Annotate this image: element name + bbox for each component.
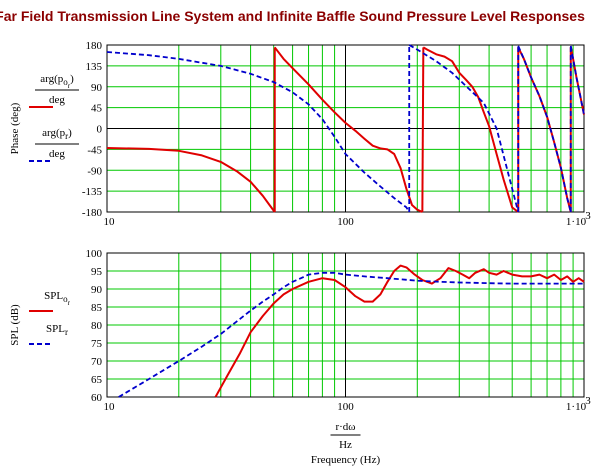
x-tick-label: 100 — [337, 401, 354, 413]
legend-label-numerator: SPLr — [46, 323, 68, 337]
y-tick-label: 65 — [91, 374, 103, 386]
y-tick-label: 90 — [91, 82, 103, 94]
y-tick-label: -45 — [87, 144, 102, 156]
legend-entry-1: SPLor — [29, 290, 71, 312]
series-1-wrap-line — [421, 47, 425, 213]
y-tick-label: 100 — [86, 248, 103, 260]
y-tick-label: 95 — [91, 266, 103, 278]
series-2-line — [408, 44, 520, 213]
x-tick-exponent: 3 — [585, 210, 591, 222]
legend-label-numerator: SPLor — [44, 290, 70, 307]
x-tick-label: 1·10 — [566, 401, 587, 413]
x-tick-label: 10 — [104, 216, 116, 228]
y-axis-label: Phase (deg) — [9, 102, 21, 154]
y-axis-label: SPL (dB) — [9, 304, 21, 346]
y-tick-label: 0 — [97, 124, 103, 136]
x-tick-label: 10 — [104, 401, 116, 413]
series-2-line — [118, 271, 584, 398]
series-2-line — [569, 45, 585, 115]
legend-label-denominator: deg — [49, 148, 65, 160]
series-2-line — [106, 51, 410, 213]
y-tick-label: 135 — [86, 61, 103, 73]
y-tick-label: 80 — [91, 320, 103, 332]
y-tick-label: -135 — [82, 186, 103, 198]
y-tick-label: 180 — [86, 40, 103, 52]
series-1-line — [106, 147, 276, 213]
y-tick-label: 90 — [91, 284, 103, 296]
plot-border — [106, 44, 585, 213]
y-tick-label: -180 — [82, 207, 103, 219]
x-axis-label-denominator: Hz — [339, 439, 352, 451]
x-tick-label: 1·10 — [566, 216, 587, 228]
y-tick-label: -90 — [87, 165, 102, 177]
y-tick-label: 60 — [91, 392, 103, 404]
x-axis-caption: Frequency (Hz) — [311, 454, 381, 466]
legend-entry-2: SPLr — [29, 323, 68, 345]
legend-entry-2: arg(pr) deg — [29, 127, 79, 162]
legend-label-denominator: deg — [49, 94, 65, 106]
legend-label-numerator: arg(pr) — [42, 127, 72, 141]
x-tick-label: 100 — [337, 216, 354, 228]
series-2-line — [517, 45, 572, 213]
y-tick-label: 70 — [91, 356, 103, 368]
y-tick-label: 85 — [91, 302, 103, 314]
x-tick-exponent: 3 — [585, 395, 591, 407]
legend-entry-1: arg(por) deg — [29, 73, 79, 108]
y-tick-label: 75 — [91, 338, 103, 350]
x-axis-label-numerator: r·dω — [335, 421, 355, 433]
plot-border — [106, 252, 585, 398]
legend-label-numerator: arg(por) — [40, 73, 74, 90]
y-tick-label: 45 — [91, 103, 103, 115]
chart-title: Far Field Transmission Line System and I… — [0, 8, 585, 24]
series-1-line — [273, 46, 423, 213]
series-1-line — [422, 46, 519, 213]
